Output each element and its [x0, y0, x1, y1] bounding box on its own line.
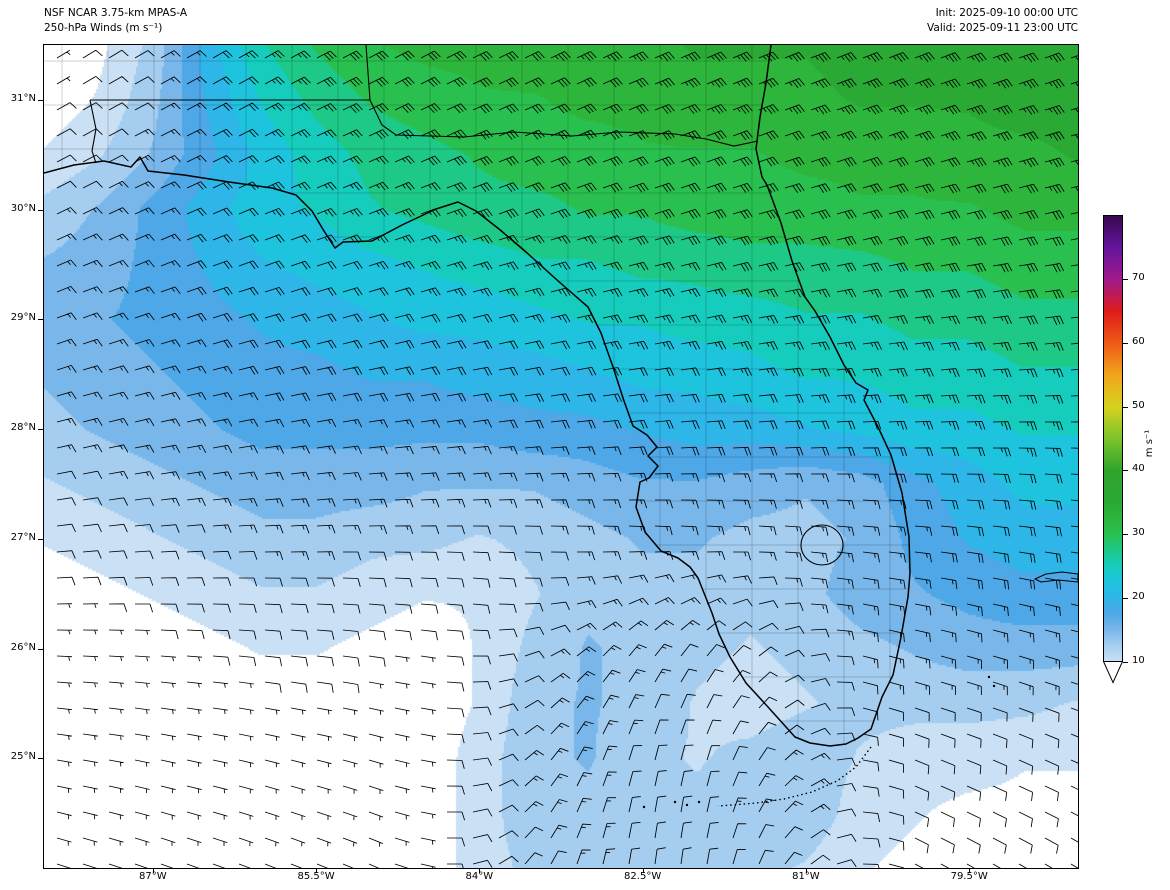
colorbar-under-arrow [1103, 661, 1123, 684]
colorbar-tick-mark [1123, 278, 1128, 280]
coastline-path [44, 45, 911, 747]
colorbar-tick-mark [1123, 406, 1128, 408]
y-tick-label: 27°N [10, 531, 36, 543]
colorbar-tick-label: 10 [1132, 655, 1145, 666]
lake-okeechobee [800, 524, 844, 566]
colorbar-tick-mark [1123, 662, 1128, 663]
colorbar-tick-label: 60 [1132, 335, 1145, 347]
wind-barbs-path [56, 49, 1078, 868]
x-tick-mark [969, 868, 971, 873]
model-title: NSF NCAR 3.75-km MPAS-A [44, 7, 188, 19]
county-lines [44, 45, 910, 746]
y-tick-mark [38, 209, 43, 211]
x-tick-label: 81°W [792, 871, 820, 882]
field-title: 250-hPa Winds (m s⁻¹) [44, 22, 163, 34]
x-tick-label: 87°W [139, 871, 167, 882]
colorbar-tick-mark [1123, 470, 1128, 472]
y-tick-label: 25°N [10, 751, 36, 763]
y-tick-mark [38, 99, 43, 101]
islet-dot [642, 805, 646, 809]
colorbar-tick-label: 20 [1132, 591, 1145, 603]
wind-speed-fill-canvas [44, 45, 1078, 868]
colorbar-tick-mark [1123, 534, 1128, 536]
y-tick-mark [38, 538, 43, 540]
x-tick-mark [642, 868, 644, 873]
y-tick-label: 31°N [10, 92, 36, 104]
y-tick-mark [38, 319, 43, 321]
colorbar-unit-label: m s⁻¹ [1144, 429, 1156, 458]
grand-bahama-path [1033, 571, 1078, 583]
colorbar-tick-label: 40 [1132, 463, 1145, 475]
colorbar-gradient [1103, 215, 1123, 662]
state-borders-path [89, 45, 759, 164]
x-tick-label: 79.5°W [950, 871, 988, 882]
map-overlay-svg [44, 45, 1078, 868]
islet-dot [685, 803, 689, 807]
islet-dot [992, 684, 996, 688]
plot-title: NSF NCAR 3.75-km MPAS-A 250-hPa Winds (m … [44, 6, 187, 36]
y-tick-label: 26°N [10, 641, 36, 653]
x-tick-mark [479, 868, 481, 873]
colorbar-tick-label: 70 [1132, 271, 1145, 283]
colorbar: 10 20 30 40 50 60 70 [1103, 215, 1167, 695]
init-time: Init: 2025-09-10 00:00 UTC [935, 7, 1078, 19]
valid-time: Valid: 2025-09-11 23:00 UTC [927, 22, 1078, 34]
y-tick-label: 28°N [10, 422, 36, 434]
islet-dot [697, 800, 701, 804]
islet-dot [673, 800, 677, 804]
colorbar-tick-mark [1123, 598, 1128, 600]
x-tick-mark [316, 868, 318, 873]
y-tick-label: 29°N [10, 312, 36, 324]
x-tick-mark [152, 868, 154, 873]
x-tick-label: 84°W [465, 871, 494, 882]
x-tick-label: 85.5°W [297, 871, 335, 882]
run-times: Init: 2025-09-10 00:00 UTC Valid: 2025-09… [927, 6, 1078, 36]
colorbar-tick-mark [1123, 342, 1128, 344]
colorbar-tick-label: 50 [1132, 399, 1145, 411]
colorbar-tick-label: 30 [1132, 527, 1145, 539]
y-tick-label: 30°N [10, 202, 36, 214]
y-tick-mark [38, 648, 43, 650]
y-tick-mark [38, 758, 43, 760]
x-tick-mark [805, 868, 807, 873]
y-tick-mark [38, 429, 43, 431]
x-tick-label: 82.5°W [624, 871, 662, 882]
islet-dot [987, 675, 991, 679]
map-frame [43, 44, 1079, 869]
